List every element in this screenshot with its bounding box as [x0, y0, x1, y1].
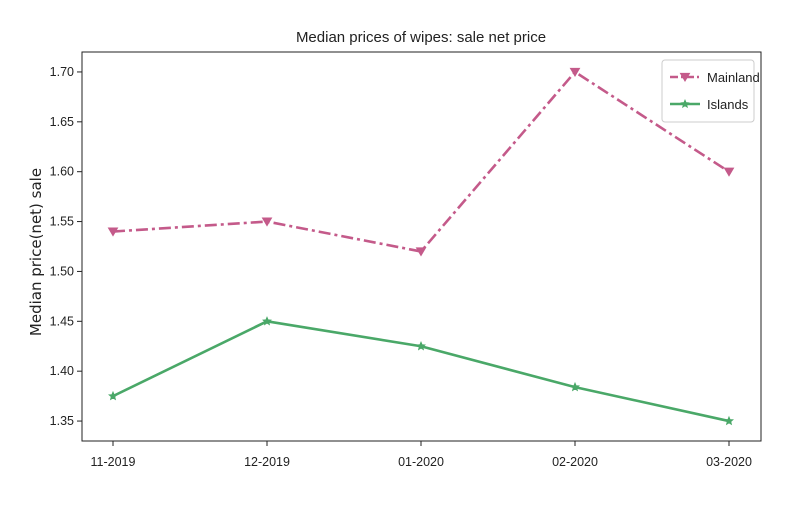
- data-point-mainland: [107, 227, 119, 237]
- y-tick-label: 1.70: [50, 65, 74, 79]
- data-point-mainland: [261, 217, 273, 227]
- x-tick-label: 11-2019: [91, 455, 136, 469]
- data-point-mainland: [569, 67, 581, 77]
- y-tick-label: 1.40: [50, 364, 74, 378]
- legend: Mainland Islands: [661, 59, 760, 123]
- y-tick-label: 1.50: [50, 264, 74, 278]
- series-islands: [108, 316, 734, 426]
- y-tick-label: 1.35: [50, 414, 74, 428]
- legend-marker-mainland: [679, 72, 691, 83]
- legend-label-mainland: Mainland: [707, 70, 760, 85]
- y-axis: 1.35 1.40 1.45 1.50 1.55 1.60 1.65 1.70: [50, 65, 82, 428]
- data-point-mainland: [415, 247, 427, 257]
- plot-area: [81, 51, 762, 442]
- data-point-islands: [108, 390, 118, 401]
- y-tick-label: 1.60: [50, 165, 74, 179]
- legend-label-islands: Islands: [707, 97, 749, 112]
- y-tick-label: 1.55: [50, 215, 74, 229]
- series-line-islands: [112, 320, 730, 423]
- chart-title: Median prices of wipes: sale net price: [296, 29, 546, 46]
- series-mainland: [107, 67, 735, 257]
- data-point-islands: [262, 316, 272, 326]
- data-point-mainland: [723, 167, 735, 177]
- series-layer: [107, 67, 735, 426]
- data-point-islands: [724, 415, 734, 426]
- y-axis-label: Median price(net) sale: [27, 168, 45, 336]
- legend-marker-islands: [680, 98, 690, 109]
- x-tick-label: 03-2020: [706, 455, 752, 469]
- y-tick-label: 1.45: [50, 314, 74, 328]
- x-tick-label: 12-2019: [244, 455, 290, 469]
- y-tick-label: 1.65: [50, 115, 74, 129]
- x-axis: 11-2019 12-2019 01-2020 02-2020 03-2020: [91, 441, 752, 469]
- data-point-islands: [570, 381, 580, 392]
- x-tick-label: 01-2020: [398, 455, 444, 469]
- data-point-islands: [416, 340, 426, 351]
- x-tick-label: 02-2020: [552, 455, 598, 469]
- series-line-mainland: [112, 70, 730, 253]
